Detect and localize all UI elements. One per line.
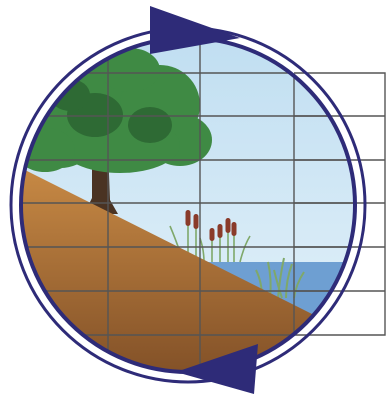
top-arrowhead — [150, 6, 240, 54]
bottom-arrowhead — [176, 344, 258, 394]
aquatic-grass-icon — [255, 257, 305, 299]
cycle-arrow-icon — [150, 6, 258, 394]
